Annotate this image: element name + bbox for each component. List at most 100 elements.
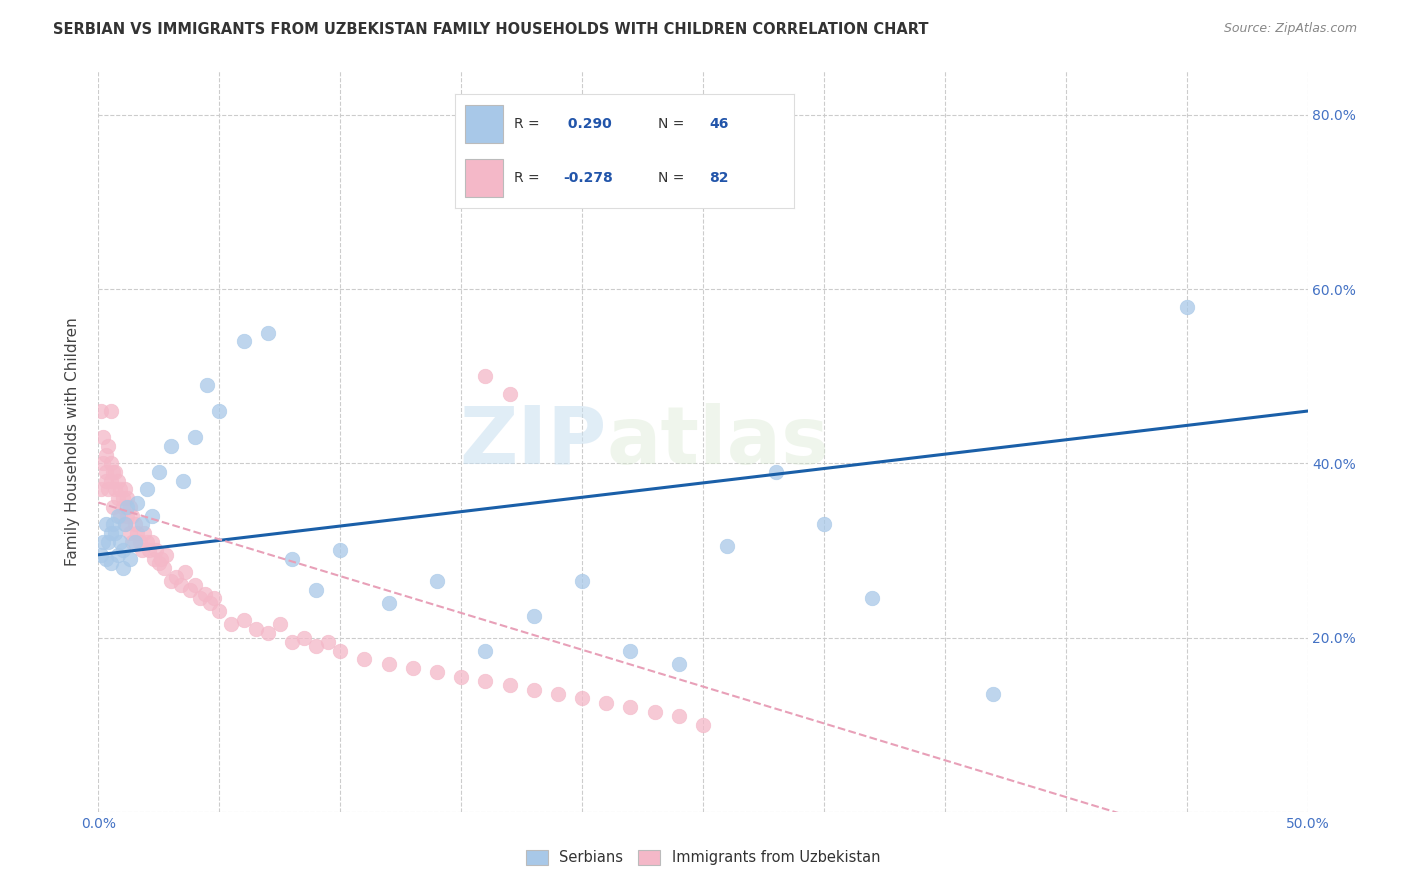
Point — [100, 404, 122, 418]
Point — [426, 665, 449, 680]
Point — [426, 574, 449, 588]
Point — [305, 582, 328, 597]
Point — [97, 483, 120, 497]
Point — [104, 526, 127, 541]
Point — [269, 617, 291, 632]
Point — [134, 526, 156, 541]
Point — [184, 430, 207, 444]
Point — [94, 465, 117, 479]
Point — [107, 548, 129, 562]
Point — [232, 334, 254, 349]
Point — [619, 700, 641, 714]
Point — [100, 474, 122, 488]
Point — [121, 508, 143, 523]
Point — [498, 678, 520, 692]
Point — [118, 526, 141, 541]
Point — [111, 543, 134, 558]
Point — [498, 386, 520, 401]
Point — [377, 596, 399, 610]
Point — [981, 687, 1004, 701]
Point — [165, 569, 187, 583]
Point — [208, 404, 231, 418]
Point — [117, 508, 139, 523]
Point — [91, 430, 114, 444]
Text: ZIP: ZIP — [458, 402, 606, 481]
Point — [150, 552, 173, 566]
Point — [94, 552, 117, 566]
Point — [111, 491, 134, 505]
Point — [194, 587, 217, 601]
Point — [571, 574, 593, 588]
Point — [114, 517, 136, 532]
Point — [353, 652, 375, 666]
Point — [131, 543, 153, 558]
Point — [316, 635, 339, 649]
Point — [256, 626, 278, 640]
Point — [305, 639, 328, 653]
Point — [474, 643, 496, 657]
Y-axis label: Family Households with Children: Family Households with Children — [65, 318, 80, 566]
Point — [117, 491, 139, 505]
Text: Source: ZipAtlas.com: Source: ZipAtlas.com — [1223, 22, 1357, 36]
Point — [90, 548, 112, 562]
Point — [111, 500, 134, 514]
Point — [716, 539, 738, 553]
Point — [619, 643, 641, 657]
Point — [765, 465, 787, 479]
Point — [128, 534, 150, 549]
Point — [813, 517, 835, 532]
Point — [104, 483, 127, 497]
Point — [124, 517, 146, 532]
Point — [860, 591, 883, 606]
Point — [256, 326, 278, 340]
Point — [179, 582, 201, 597]
Text: SERBIAN VS IMMIGRANTS FROM UZBEKISTAN FAMILY HOUSEHOLDS WITH CHILDREN CORRELATIO: SERBIAN VS IMMIGRANTS FROM UZBEKISTAN FA… — [53, 22, 929, 37]
Point — [692, 717, 714, 731]
Point — [148, 465, 170, 479]
Point — [292, 631, 315, 645]
Point — [101, 517, 124, 532]
Point — [104, 465, 127, 479]
Point — [160, 439, 183, 453]
Point — [145, 543, 167, 558]
Point — [148, 557, 170, 571]
Legend: Serbians, Immigrants from Uzbekistan: Serbians, Immigrants from Uzbekistan — [520, 844, 886, 871]
Point — [450, 670, 472, 684]
Point — [195, 378, 218, 392]
Point — [547, 687, 569, 701]
Point — [172, 474, 194, 488]
Point — [114, 517, 136, 532]
Point — [91, 534, 114, 549]
Point — [117, 500, 139, 514]
Point — [101, 465, 124, 479]
Point — [138, 543, 160, 558]
Point — [152, 561, 174, 575]
Point — [90, 404, 112, 418]
Point — [131, 517, 153, 532]
Point — [160, 574, 183, 588]
Point — [644, 705, 666, 719]
Point — [108, 483, 131, 497]
Point — [595, 696, 617, 710]
Point — [281, 635, 304, 649]
Point — [124, 534, 146, 549]
Point — [668, 709, 690, 723]
Point — [100, 526, 122, 541]
Point — [107, 508, 129, 523]
Point — [127, 526, 149, 541]
Point — [188, 591, 211, 606]
Point — [118, 500, 141, 514]
Point — [135, 534, 157, 549]
Point — [143, 552, 166, 566]
Point — [90, 483, 112, 497]
Point — [474, 369, 496, 384]
Point — [668, 657, 690, 671]
Point — [141, 508, 163, 523]
Point — [108, 508, 131, 523]
Point — [155, 548, 177, 562]
Point — [118, 552, 141, 566]
Point — [204, 591, 226, 606]
Point — [571, 691, 593, 706]
Point — [245, 622, 267, 636]
Point — [107, 491, 129, 505]
